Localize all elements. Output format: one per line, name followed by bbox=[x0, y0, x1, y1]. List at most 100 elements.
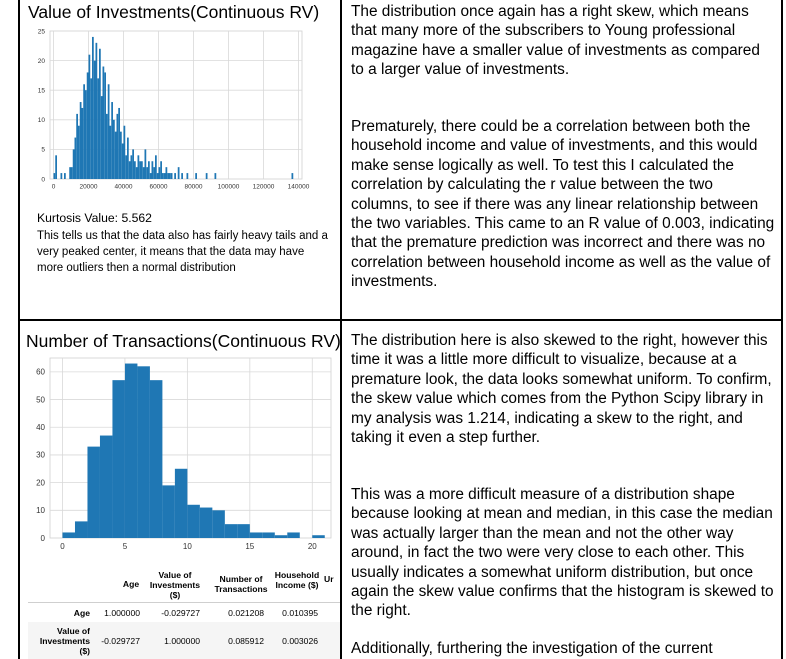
corr-row-age: Age 1.000000 -0.029727 0.021208 0.010395 bbox=[28, 604, 340, 622]
x-tick-label: 0 bbox=[52, 184, 56, 191]
histogram-bar bbox=[199, 507, 213, 538]
histogram-bar bbox=[149, 173, 152, 179]
histogram-bar bbox=[186, 173, 189, 179]
histogram-bar bbox=[90, 78, 92, 179]
histogram-bar bbox=[274, 535, 288, 538]
corr-row-label: Age bbox=[73, 608, 90, 618]
histogram-bar bbox=[64, 173, 66, 179]
histogram-bar bbox=[237, 524, 250, 538]
histogram-bar bbox=[95, 42, 98, 180]
corr-cell: 0.085912 bbox=[228, 636, 264, 646]
histogram-bar bbox=[170, 173, 173, 179]
investments-bars bbox=[53, 36, 294, 180]
histogram-bar bbox=[142, 167, 145, 179]
histogram-bar bbox=[174, 468, 188, 538]
histogram-bar bbox=[116, 113, 119, 179]
histogram-bar bbox=[151, 161, 154, 179]
histogram-bar bbox=[112, 380, 125, 538]
histogram-bar bbox=[130, 155, 133, 179]
x-tick-label: 5 bbox=[123, 542, 128, 551]
transactions-x-axis-labels: 0 5 10 15 20 bbox=[60, 542, 317, 551]
histogram-bar bbox=[174, 173, 176, 179]
histogram-bar bbox=[62, 532, 75, 538]
corr-cell: 0.003026 bbox=[282, 636, 318, 646]
histogram-bar bbox=[83, 84, 85, 179]
histogram-bar bbox=[53, 173, 56, 179]
histogram-bar bbox=[195, 173, 197, 179]
y-tick-label: 20 bbox=[38, 58, 46, 65]
histogram-bar bbox=[169, 173, 171, 179]
corr-header-rule bbox=[28, 602, 340, 603]
x-tick-label: 140000 bbox=[288, 184, 310, 191]
transactions-title: Number of Transactions(Continuous RV) bbox=[26, 331, 341, 351]
corr-header-truncated: Ur bbox=[324, 574, 334, 584]
histogram-bar bbox=[205, 173, 208, 179]
correlation-table: Age Value of Investments ($) Number of T… bbox=[28, 566, 340, 659]
histogram-bar bbox=[97, 78, 99, 179]
histogram-bar bbox=[162, 485, 175, 538]
histogram-bar bbox=[135, 167, 138, 179]
histogram-bar bbox=[153, 167, 155, 179]
histogram-bar bbox=[55, 155, 57, 179]
histogram-bar bbox=[127, 137, 129, 179]
histogram-bar bbox=[291, 173, 294, 179]
investments-y-axis-labels: 0 5 10 15 20 25 bbox=[38, 28, 46, 183]
x-tick-label: 80000 bbox=[184, 184, 202, 191]
y-tick-label: 15 bbox=[38, 87, 46, 94]
histogram-bar bbox=[99, 435, 113, 538]
histogram-bar bbox=[107, 84, 110, 179]
histogram-bar bbox=[72, 149, 75, 179]
histogram-bar bbox=[109, 125, 112, 179]
histogram-bar bbox=[162, 173, 164, 179]
histogram-bar bbox=[156, 173, 159, 179]
y-tick-label: 40 bbox=[36, 423, 45, 432]
histogram-bar bbox=[249, 532, 263, 538]
histogram-bar bbox=[92, 36, 94, 179]
histogram-bar bbox=[144, 149, 147, 179]
kurtosis-label: Kurtosis Value: 5.562 bbox=[37, 211, 152, 225]
table-row-divider bbox=[18, 319, 783, 321]
investments-paragraph-2: Prematurely, there could be a correlatio… bbox=[351, 118, 775, 291]
histogram-bar bbox=[134, 161, 136, 179]
table-left-border bbox=[18, 0, 20, 659]
histogram-bar bbox=[287, 532, 300, 538]
histogram-bar bbox=[177, 167, 180, 179]
histogram-bar bbox=[114, 131, 117, 179]
histogram-bar bbox=[104, 72, 106, 179]
corr-header-transactions: Number of Transactions bbox=[214, 574, 268, 594]
histogram-bar bbox=[214, 173, 217, 179]
corr-cell: 1.000000 bbox=[104, 608, 140, 618]
corr-cell: -0.029727 bbox=[101, 636, 140, 646]
table-right-border bbox=[781, 0, 783, 659]
histogram-bar bbox=[76, 113, 78, 179]
y-tick-label: 10 bbox=[36, 506, 45, 515]
transactions-y-axis-labels: 0 10 20 30 40 50 60 bbox=[36, 368, 45, 543]
histogram-bar bbox=[81, 107, 84, 179]
x-tick-label: 40000 bbox=[114, 184, 132, 191]
corr-row-label: Value of Investments ($) bbox=[39, 626, 90, 656]
kurtosis-note: This tells us that the data also has fai… bbox=[37, 230, 328, 274]
x-tick-label: 60000 bbox=[149, 184, 167, 191]
corr-header-age: Age bbox=[122, 579, 140, 589]
y-tick-label: 60 bbox=[36, 368, 45, 377]
corr-cell: 0.010395 bbox=[282, 608, 318, 618]
histogram-bar bbox=[212, 510, 225, 538]
histogram-bar bbox=[85, 90, 87, 179]
histogram-bar bbox=[106, 113, 108, 179]
y-tick-label: 5 bbox=[41, 147, 45, 154]
histogram-bar bbox=[93, 60, 96, 179]
x-tick-label: 20000 bbox=[79, 184, 97, 191]
histogram-bar bbox=[139, 161, 141, 179]
y-tick-label: 30 bbox=[36, 451, 45, 460]
histogram-bar bbox=[113, 119, 115, 179]
y-tick-label: 50 bbox=[36, 395, 45, 404]
histogram-bar bbox=[148, 161, 150, 179]
histogram-bar bbox=[158, 167, 161, 179]
histogram-bar bbox=[60, 173, 63, 179]
histogram-bar bbox=[160, 161, 162, 179]
histogram-bar bbox=[123, 125, 126, 179]
histogram-bar bbox=[167, 173, 169, 179]
y-tick-label: 20 bbox=[36, 478, 45, 487]
histogram-bar bbox=[125, 155, 127, 179]
